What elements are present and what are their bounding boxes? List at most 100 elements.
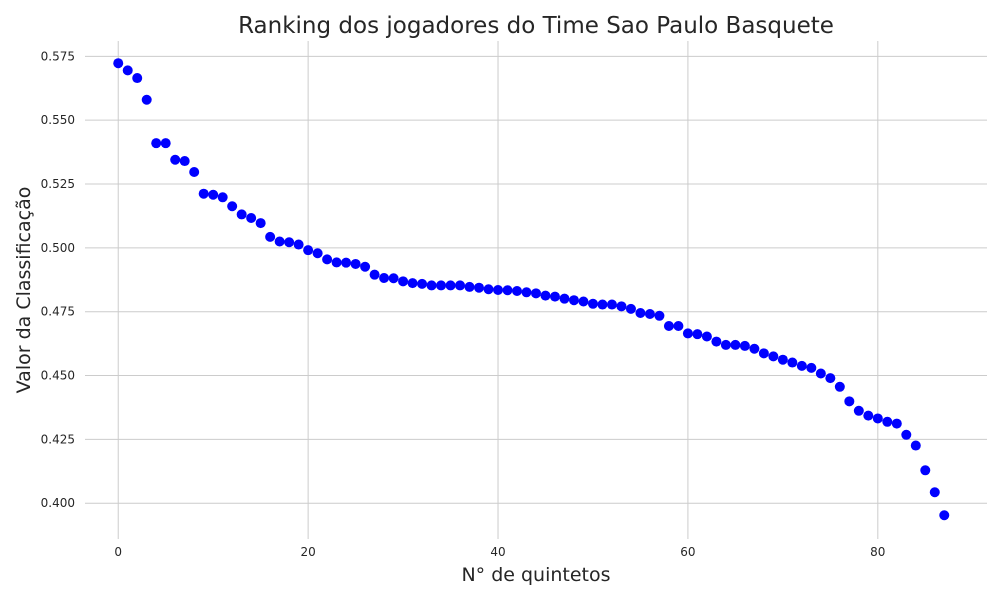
data-point (369, 269, 380, 280)
data-point (531, 288, 541, 299)
data-point (692, 329, 703, 340)
data-point (312, 248, 323, 259)
data-point (891, 418, 902, 429)
data-point (293, 239, 304, 250)
data-point (882, 416, 893, 427)
data-point (739, 340, 750, 351)
data-point (701, 331, 712, 342)
data-point (502, 285, 513, 296)
data-point (720, 339, 731, 350)
x-tick-label: 80 (870, 545, 885, 559)
data-point (246, 212, 257, 223)
data-point (834, 381, 845, 392)
data-point (360, 261, 371, 272)
data-point (341, 257, 352, 268)
x-tick-label: 60 (680, 545, 695, 559)
data-point (236, 209, 247, 220)
y-tick-label: 0.475 (41, 305, 75, 319)
data-point (132, 73, 143, 84)
data-point (673, 321, 684, 332)
data-point (758, 348, 769, 359)
data-point (663, 321, 674, 332)
x-tick-label: 20 (300, 545, 315, 559)
x-tick-label: 40 (490, 545, 505, 559)
data-point (274, 236, 285, 247)
data-point (445, 280, 456, 291)
x-axis-label: N° de quintetos (461, 564, 610, 586)
data-point (474, 282, 485, 293)
data-point (398, 276, 409, 287)
data-point (483, 284, 494, 295)
data-point (436, 280, 447, 291)
data-point (179, 156, 190, 167)
data-point (853, 405, 864, 416)
data-point (578, 296, 589, 307)
y-tick-label: 0.575 (41, 49, 75, 63)
data-point (549, 291, 560, 302)
y-tick-label: 0.525 (41, 177, 75, 191)
data-point (198, 188, 209, 199)
y-axis-label: Valor da Classificação (13, 187, 35, 394)
data-point (464, 281, 475, 292)
data-point (749, 343, 760, 354)
data-point (227, 201, 238, 212)
data-point (512, 286, 523, 297)
data-point (872, 413, 883, 424)
data-point (208, 189, 219, 200)
data-point (379, 272, 390, 283)
data-point (787, 357, 798, 368)
data-point (844, 396, 855, 407)
chart-title: Ranking dos jogadores do Time Sao Paulo … (238, 13, 834, 39)
data-point (303, 245, 314, 256)
data-point (331, 257, 342, 268)
data-point (654, 310, 665, 321)
data-point (597, 299, 608, 310)
data-point (625, 303, 636, 314)
data-point (521, 287, 532, 298)
data-point (350, 258, 361, 269)
data-point (644, 309, 655, 320)
data-point (730, 339, 741, 350)
y-tick-label: 0.425 (41, 432, 75, 446)
data-point (587, 298, 598, 309)
data-point (189, 167, 200, 178)
data-point (455, 280, 466, 291)
data-point (682, 328, 693, 339)
data-point (122, 65, 133, 76)
data-point (901, 429, 912, 440)
data-point (113, 58, 124, 69)
tick-labels: 0.400 0.425 0.450 0.475 0.500 0.525 0.550 0.575… (41, 49, 886, 559)
y-tick-label: 0.550 (41, 113, 75, 127)
x-tick-label: 0 (114, 545, 122, 559)
data-point (635, 307, 646, 318)
data-point (815, 368, 826, 379)
y-tick-label: 0.400 (41, 496, 75, 510)
data-point (493, 285, 504, 295)
data-point (255, 218, 266, 229)
data-point (322, 254, 333, 265)
data-point (825, 373, 836, 384)
data-point (160, 138, 171, 149)
data-point (863, 410, 874, 421)
data-point (407, 278, 418, 289)
data-point (910, 440, 921, 451)
data-point (606, 299, 617, 310)
y-tick-label: 0.500 (41, 241, 75, 255)
data-points (113, 58, 950, 521)
data-point (777, 354, 788, 365)
grid-lines (85, 41, 987, 539)
data-point (265, 231, 276, 242)
data-point (559, 293, 570, 304)
data-point (217, 192, 228, 203)
y-tick-label: 0.450 (41, 369, 75, 383)
data-point (929, 487, 940, 498)
data-point (939, 510, 950, 521)
data-point (768, 351, 779, 362)
data-point (568, 295, 579, 306)
data-point (806, 362, 817, 373)
data-point (284, 237, 295, 248)
data-point (920, 465, 931, 476)
data-point (141, 94, 152, 105)
data-point (170, 154, 181, 165)
